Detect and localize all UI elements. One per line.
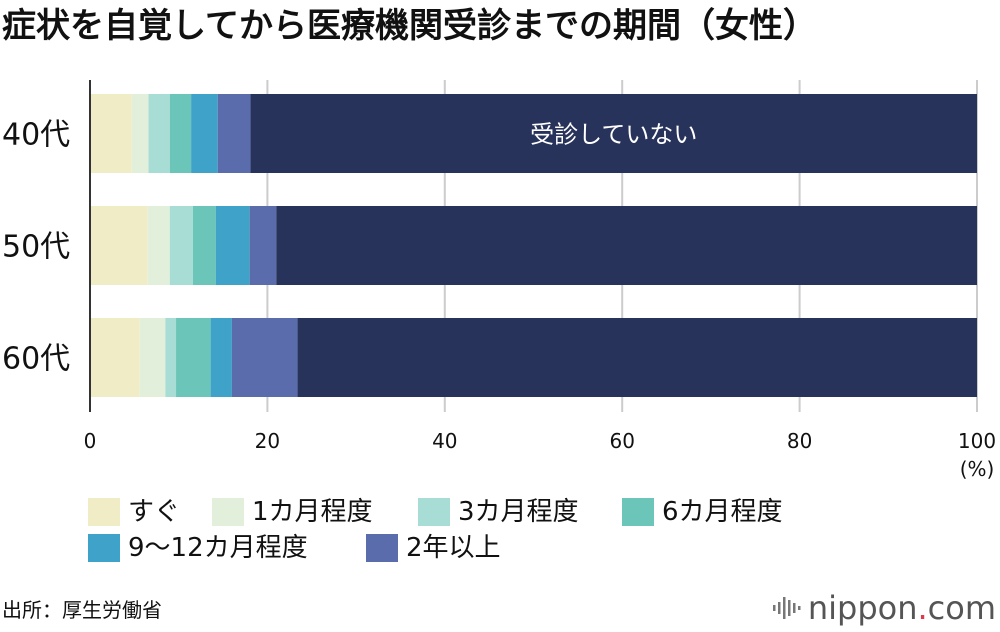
sound-wave-icon (772, 597, 801, 619)
chart-title: 症状を自覚してから医療機関受診までの期間（女性） (2, 6, 817, 46)
x-axis-ticks: 0 20 40 60 80 100 (84, 429, 996, 453)
legend-swatch (622, 498, 654, 526)
bar-segment-row2-series7 (276, 206, 977, 285)
x-tick-label: 40 (432, 429, 457, 453)
nippon-logo: nippon. com (772, 588, 996, 628)
bar-segment-row3-series7 (297, 318, 978, 397)
legend-item: 3カ月程度 (418, 497, 579, 527)
bar-segment-row3-series4 (176, 318, 211, 397)
legend-swatch (88, 534, 120, 562)
bar-segment-row1-series5 (191, 94, 218, 173)
legend-label: すぐ (128, 497, 181, 527)
stacked-bar-chart: 受診していない 0 20 40 60 80 100 (%) 40代 50代 60代 (2, 80, 996, 481)
y-category-label: 40代 (2, 118, 70, 153)
legend-swatch (366, 534, 398, 562)
bar-segment-row3-series5 (210, 318, 232, 397)
y-category-label: 60代 (2, 342, 70, 377)
legend-swatch (212, 498, 244, 526)
bar-segment-row2-series4 (192, 206, 216, 285)
bar-segment-row2-series1 (90, 206, 148, 285)
legend-item: 6カ月程度 (622, 497, 783, 527)
bar-segment-row2-series6 (249, 206, 277, 285)
bar-segment-row1-series4 (169, 94, 192, 173)
logo-tld: com (927, 589, 996, 627)
bar-segment-row3-series6 (231, 318, 298, 397)
bar-segment-row1-series2 (131, 94, 149, 173)
legend-label: 3カ月程度 (458, 497, 579, 527)
bar-segment-row2-series5 (215, 206, 250, 285)
x-tick-label: 20 (255, 429, 280, 453)
x-tick-label: 60 (609, 429, 634, 453)
bar-segment-row1-series1 (90, 94, 132, 173)
source-note: 出所：厚生労働省 (2, 598, 162, 622)
legend-item: 9〜12カ月程度 (88, 533, 308, 563)
legend-swatch (418, 498, 450, 526)
legend-label: 9〜12カ月程度 (128, 533, 308, 563)
bar-segment-row2-series3 (169, 206, 193, 285)
bar-segment-row3-series1 (90, 318, 140, 397)
legend-label: 1カ月程度 (252, 497, 373, 527)
legend-swatch (88, 498, 120, 526)
x-unit-label: (%) (960, 457, 995, 481)
bar-segment-row1-series6 (217, 94, 251, 173)
legend-label: 2年以上 (406, 533, 501, 563)
bar-segment-row2-series2 (147, 206, 170, 285)
bars (90, 94, 978, 397)
legend-item: 2年以上 (366, 533, 501, 563)
bar-segment-row1-series7 (250, 94, 977, 173)
x-tick-label: 80 (787, 429, 812, 453)
bar-segment-row3-series2 (139, 318, 166, 397)
legend-label: 6カ月程度 (662, 497, 783, 527)
logo-name: nippon (807, 589, 918, 627)
bar-inline-label: 受診していない (530, 121, 697, 149)
bar-segment-row3-series3 (165, 318, 177, 397)
x-tick-label: 0 (84, 429, 97, 453)
y-category-label: 50代 (2, 230, 70, 265)
bar-segment-row1-series3 (148, 94, 170, 173)
legend-item: すぐ (88, 497, 180, 527)
x-tick-label: 100 (958, 429, 996, 453)
legend-item: 1カ月程度 (212, 497, 373, 527)
logo-dot: . (917, 589, 928, 627)
